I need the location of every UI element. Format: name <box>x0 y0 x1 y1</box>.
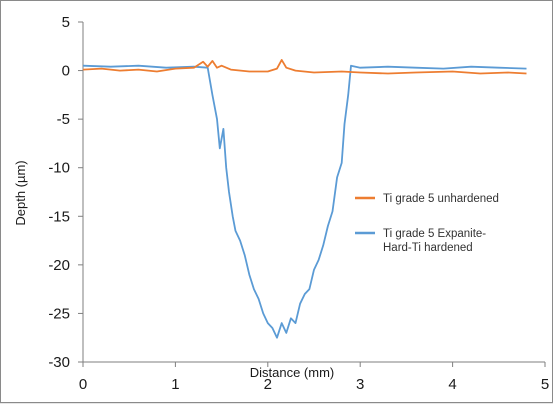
y-tick-label: -20 <box>48 257 70 274</box>
y-tick-label: -5 <box>57 111 70 128</box>
x-tick-label: 1 <box>171 376 179 393</box>
y-axis-title: Depth (µm) <box>13 160 28 225</box>
series-line-unhardened <box>82 59 527 75</box>
y-tick-label: -25 <box>48 305 70 322</box>
y-tick-label: -30 <box>48 354 70 371</box>
series-line-hardened <box>82 64 527 339</box>
axes-group <box>78 21 546 367</box>
x-tick-label: 4 <box>448 376 456 393</box>
x-tick-label: 0 <box>79 376 87 393</box>
x-tick-label: 2 <box>264 376 272 393</box>
x-tick-label: 3 <box>356 376 364 393</box>
legend-label-hardened: Ti grade 5 Expanite-Hard-Ti hardened <box>383 228 486 254</box>
x-tick-label: 5 <box>541 376 549 393</box>
legend-label-unhardened: Ti grade 5 unhardened <box>383 193 499 205</box>
x-axis-title: Distance (mm) <box>250 365 335 380</box>
legend: Ti grade 5 unhardened Ti grade 5 Expanit… <box>355 193 499 254</box>
y-tick-label: -15 <box>48 208 70 225</box>
tick-labels-group: 5 0 -5 -10 -15 -20 -25 -30 0 1 2 3 4 5 <box>48 14 549 393</box>
series-group <box>82 59 527 339</box>
y-tick-label: 0 <box>62 63 70 80</box>
y-tick-label: 5 <box>62 14 70 31</box>
y-tick-label: -10 <box>48 160 70 177</box>
